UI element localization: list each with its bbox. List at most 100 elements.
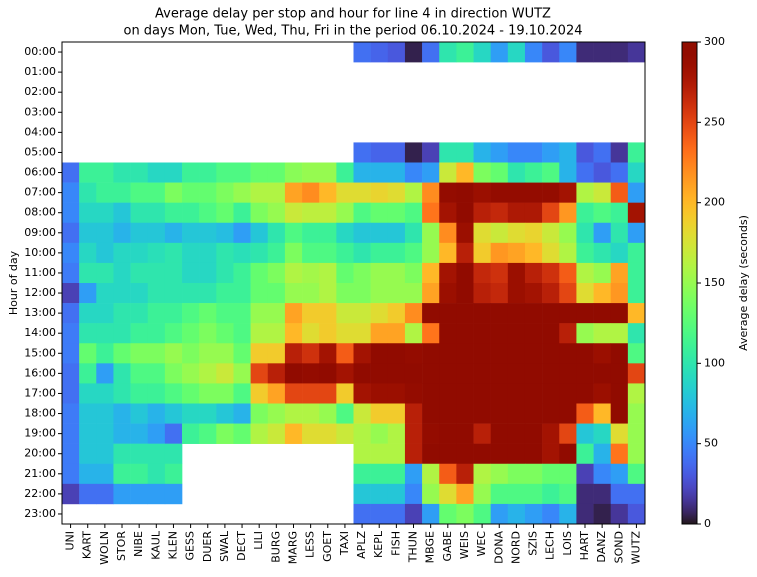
heatmap-cell [507,42,526,63]
heatmap-cell [233,162,251,183]
heatmap-cell [267,222,286,244]
heatmap-cell [576,383,594,404]
heatmap-cell [439,222,457,244]
heatmap-cell [507,222,526,244]
heatmap-cell [542,423,560,444]
heatmap-cell [610,42,629,63]
heatmap-cell [473,222,491,244]
colorbar-tick-label: 50 [704,437,718,450]
heatmap-cell [404,363,423,384]
heatmap-cell [404,463,423,485]
heatmap-cell [456,443,474,465]
heatmap-cell [147,222,166,244]
y-tick-label: 13:00 [24,306,56,319]
heatmap-cell [507,242,526,264]
heatmap-cell [627,483,646,505]
x-tick-label: STOR [115,531,128,561]
heatmap-cell [627,283,646,304]
heatmap-cell [96,483,114,505]
x-tick-label: WUTZ [629,531,642,565]
heatmap-cell [542,222,560,244]
x-tick-label: NORD [509,531,522,564]
y-axis-label: Hour of day [7,250,20,315]
heatmap-cell [353,363,371,384]
heatmap-cell [456,363,474,384]
heatmap-cell [130,383,149,404]
heatmap-cell [79,283,97,304]
heatmap-cell [610,242,629,264]
heatmap-cell [130,443,149,465]
heatmap-cell [439,182,457,203]
heatmap-cell [559,222,577,244]
heatmap-cell [627,323,646,344]
heatmap-cell [404,283,423,304]
x-tick-label: LECH [544,531,557,560]
heatmap-cell [164,222,183,244]
heatmap-cell [473,303,491,324]
x-tick-label: NIBE [132,531,145,557]
y-tick-label: 09:00 [24,226,56,239]
heatmap-cell [473,162,491,183]
heatmap-cell [370,182,389,203]
heatmap-cell [284,222,303,244]
heatmap-cell [627,363,646,384]
heatmap-cell [284,343,303,364]
colorbar-tick-label: 100 [704,356,725,369]
heatmap-cell [593,343,612,364]
heatmap-cell [130,323,149,344]
y-tick-label: 06:00 [24,166,56,179]
heatmap-cell [507,303,526,324]
heatmap-cell [199,162,217,183]
heatmap-cell [593,443,612,465]
heatmap-cell [336,323,354,344]
heatmap-cell [610,142,629,163]
heatmap-cell [524,303,543,324]
heatmap-cell [610,323,629,344]
heatmap-cell [250,423,269,444]
heatmap-cell [593,403,612,424]
heatmap-cell [404,483,423,505]
heatmap-cell [439,463,457,485]
heatmap-cell [130,162,149,183]
heatmap-cell [404,242,423,264]
heatmap-cell [542,303,560,324]
heatmap-cell [182,403,200,424]
heatmap-cell [62,202,80,224]
heatmap-cell [576,202,594,224]
x-tick-label: LESS [304,531,317,558]
x-tick-label: LOIS [561,531,574,556]
heatmap-cell [164,423,183,444]
heatmap-cell [96,202,114,224]
heatmap-cell [233,383,251,404]
heatmap-cell [199,303,217,324]
heatmap-cell [113,423,131,444]
heatmap-cell [524,483,543,505]
heatmap-cell [593,142,612,163]
heatmap-cell [336,262,354,284]
heatmap-cell [507,443,526,465]
heatmap-cell [62,262,80,284]
heatmap-cell [422,142,440,163]
x-tick-label: UNI [64,531,77,551]
heatmap-cell [284,162,303,183]
heatmap-cell [353,202,371,224]
heatmap-cell [473,42,491,63]
heatmap-cell [542,363,560,384]
heatmap-cell [593,383,612,404]
heatmap-cell [182,303,200,324]
heatmap-cell [336,363,354,384]
heatmap-cell [542,463,560,485]
heatmap-cell [559,503,577,525]
heatmap-cell [164,323,183,344]
heatmap-cell [542,483,560,505]
heatmap-cell [302,323,320,344]
y-tick-label: 07:00 [24,186,56,199]
heatmap-cell [353,303,371,324]
heatmap-cell [353,162,371,183]
heatmap-cell [524,443,543,465]
heatmap-cell [404,262,423,284]
heatmap-cell [96,383,114,404]
heatmap-cell [113,262,131,284]
heatmap-cell [507,423,526,444]
